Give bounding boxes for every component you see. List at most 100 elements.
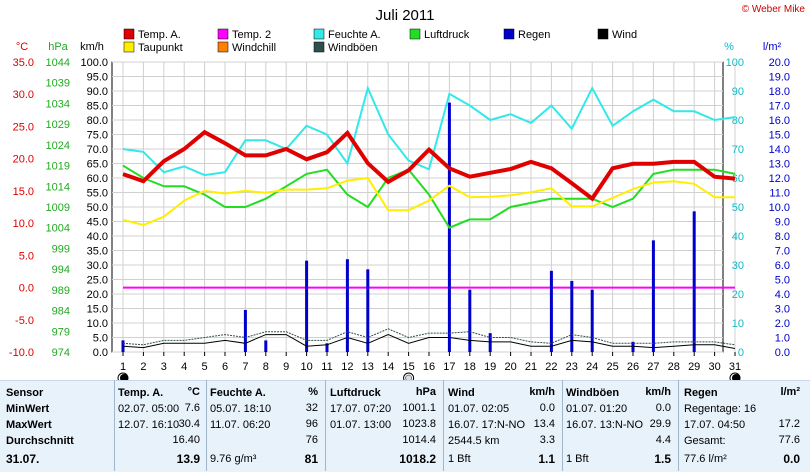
pressure-tick: 1029 bbox=[46, 119, 70, 131]
humidity-tick: 0 bbox=[738, 347, 744, 359]
rain-bar bbox=[692, 211, 696, 352]
wind-tick: 75.0 bbox=[87, 130, 108, 142]
statistics-panel bbox=[0, 380, 810, 472]
x-tick-label: 20 bbox=[504, 361, 516, 373]
wind-tick: 35.0 bbox=[87, 246, 108, 258]
temp-tick: 5.0 bbox=[19, 250, 34, 262]
rain-tick: 0.0 bbox=[775, 347, 790, 359]
rain-tick: 18.0 bbox=[769, 86, 790, 98]
pressure-min-when: 17.07. 07:20 bbox=[330, 403, 392, 415]
rain-tick: 10.0 bbox=[769, 202, 790, 214]
avg-label: Durchschnitt bbox=[6, 435, 74, 447]
rain-tick: 12.0 bbox=[769, 173, 790, 185]
temp-min-when: 02.07. 05:00 bbox=[118, 403, 180, 415]
gust-header: Windböen bbox=[566, 387, 620, 399]
wind-tick: 15.0 bbox=[87, 304, 108, 316]
pressure-tick: 974 bbox=[52, 347, 70, 359]
gust-max-when: 16.07. 13:N-NO bbox=[566, 419, 644, 431]
x-tick-label: 30 bbox=[708, 361, 720, 373]
rain-axis-unit: l/m² bbox=[763, 41, 782, 53]
x-tick-label: 29 bbox=[688, 361, 700, 373]
rain-bar bbox=[651, 240, 655, 352]
pressure-line bbox=[122, 164, 736, 229]
temp-axis-unit: °C bbox=[16, 41, 28, 53]
legend-label: Feuchte A. bbox=[328, 29, 381, 41]
x-tick-label: 12 bbox=[341, 361, 353, 373]
wind-unit: km/h bbox=[529, 386, 555, 398]
humidity-max-when: 11.07. 06:20 bbox=[210, 419, 271, 431]
temp-tick: 35.0 bbox=[13, 57, 34, 69]
wind-header: Wind bbox=[448, 387, 475, 399]
sensor-column: Sensor MinWert MaxWert Durchschnitt 31.0… bbox=[0, 386, 112, 472]
rain-tick: 19.0 bbox=[769, 72, 790, 84]
chart-area: Juli 2011 © Weber Mike Temp. A. Temp. 2 Feuc… bbox=[8, 4, 806, 380]
legend-label: Luftdruck bbox=[424, 29, 470, 41]
temp-min: 7.6 bbox=[184, 402, 200, 414]
rain-max: 17.2 bbox=[778, 418, 800, 430]
wind-column: Wind km/h 01.07. 02:05 0.0 16.07. 17:N-N… bbox=[448, 386, 559, 472]
humidity-header: Feuchte A. bbox=[210, 387, 266, 399]
pressure-tick: 994 bbox=[52, 264, 70, 276]
temp-column: Temp. A. °C 02.07. 05:00 7.6 12.07. 16:1… bbox=[118, 386, 204, 472]
x-tick-label: 7 bbox=[242, 361, 248, 373]
wind-tick: 55.0 bbox=[87, 188, 108, 200]
rain-avg: 77.6 l/m² bbox=[684, 453, 727, 465]
legend-label: Windböen bbox=[328, 42, 378, 54]
rain-tick: 9.0 bbox=[775, 217, 790, 229]
legend-swatch bbox=[217, 28, 229, 40]
moon-phase-icon bbox=[405, 374, 412, 380]
max-label: MaxWert bbox=[6, 419, 52, 431]
rain-bar bbox=[488, 333, 492, 352]
temperature-line bbox=[122, 129, 736, 202]
rain-header: Regen bbox=[684, 387, 718, 399]
humidity-min: 32 bbox=[305, 402, 318, 414]
copyright-label: © Weber Mike bbox=[742, 4, 806, 15]
rain-tick: 14.0 bbox=[769, 144, 790, 156]
moon-phase-icon bbox=[120, 374, 128, 380]
wind-axis-unit: km/h bbox=[80, 41, 104, 53]
dewpoint-line bbox=[122, 176, 735, 227]
pressure-tick: 1024 bbox=[46, 140, 70, 152]
humidity-tick: 60 bbox=[732, 173, 744, 185]
temp-tick: 30.0 bbox=[13, 89, 34, 101]
temp-max-when: 12.07. 16:10 bbox=[118, 419, 180, 431]
x-tick-label: 2 bbox=[140, 361, 146, 373]
wind-tick: 20.0 bbox=[87, 289, 108, 301]
rain-total: 77.6 bbox=[778, 434, 800, 446]
temp-avg: 16.40 bbox=[172, 434, 200, 446]
x-tick-label: 31 bbox=[729, 361, 741, 373]
legend-label: Regen bbox=[518, 29, 550, 41]
rain-bar bbox=[325, 343, 329, 352]
x-tick-label: 25 bbox=[606, 361, 618, 373]
wind-tick: 25.0 bbox=[87, 275, 108, 287]
rain-tick: 20.0 bbox=[769, 57, 790, 69]
temp-unit: °C bbox=[187, 386, 200, 398]
wind-tick: 40.0 bbox=[87, 231, 108, 243]
gust-current: 1.5 bbox=[654, 452, 671, 466]
rain-tick: 5.0 bbox=[775, 275, 790, 287]
wind-avg: 3.3 bbox=[539, 434, 555, 446]
x-tick-label: 27 bbox=[647, 361, 659, 373]
rain-tick: 4.0 bbox=[775, 289, 790, 301]
legend-swatch bbox=[217, 41, 229, 53]
wind-min-when: 01.07. 02:05 bbox=[448, 403, 510, 415]
rain-column: Regen l/m² Regentage: 16 17.07. 04:50 17… bbox=[684, 386, 804, 472]
rain-tick: 8.0 bbox=[775, 231, 790, 243]
humidity-tick: 90 bbox=[732, 86, 744, 98]
rain-unit: l/m² bbox=[780, 386, 800, 398]
temp-tick: -5.0 bbox=[15, 315, 34, 327]
x-tick-label: 3 bbox=[161, 361, 167, 373]
gust-column: Windböen km/h 01.07. 01:20 0.0 16.07. 13… bbox=[566, 386, 675, 472]
x-tick-label: 13 bbox=[362, 361, 374, 373]
rain-max-when: 17.07. 04:50 bbox=[684, 419, 746, 431]
wind-tick: 70.0 bbox=[87, 144, 108, 156]
pressure-max-when: 01.07. 13:00 bbox=[330, 419, 392, 431]
humidity-axis-unit: % bbox=[724, 41, 734, 53]
min-label: MinWert bbox=[6, 403, 50, 415]
pressure-column: Luftdruck hPa 17.07. 07:20 1001.1 01.07.… bbox=[330, 386, 440, 472]
x-tick-label: 5 bbox=[202, 361, 208, 373]
wind-tick: 60.0 bbox=[87, 173, 108, 185]
rain-bar bbox=[468, 289, 472, 352]
wind-tick: 80.0 bbox=[87, 115, 108, 127]
gust-min: 0.0 bbox=[655, 402, 671, 414]
